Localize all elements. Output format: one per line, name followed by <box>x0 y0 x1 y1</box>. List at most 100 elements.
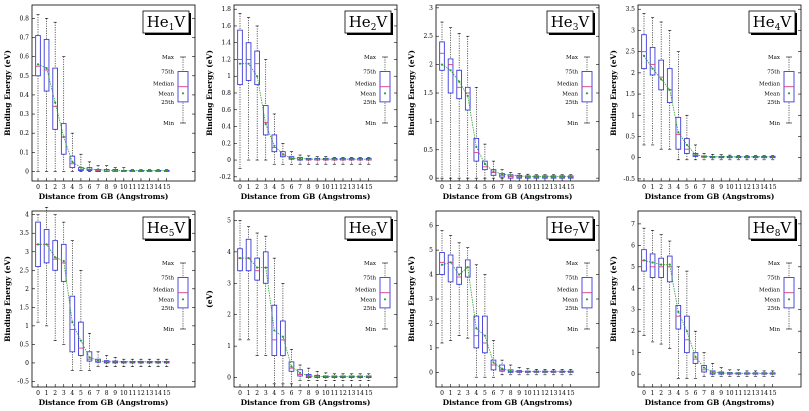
x-tick-label: 4 <box>676 184 680 191</box>
y-tick-label: 2 <box>631 70 635 77</box>
x-tick-label: 7 <box>96 390 100 397</box>
box-iqr <box>237 29 243 86</box>
mean-point <box>737 372 740 375</box>
y-tick-label: 0.7 <box>19 35 29 42</box>
box-iqr <box>666 68 673 103</box>
box-iqr <box>692 152 699 157</box>
x-tick-label: 12 <box>339 390 347 397</box>
legend-label-p75: 75th <box>161 276 174 282</box>
y-tick-label: 1.4 <box>221 40 231 47</box>
box-iqr <box>649 46 656 76</box>
legend-label-p75: 75th <box>565 70 578 76</box>
mean-point <box>341 158 345 161</box>
legend-label-p25: 25th <box>161 306 174 312</box>
x-tick-label: 15 <box>163 390 171 397</box>
legend-label-mean: Mean <box>158 91 174 97</box>
x-tick-label: 1 <box>651 390 655 397</box>
box-iqr <box>456 69 462 100</box>
chart-title: He4V <box>753 13 793 33</box>
title-box <box>546 10 594 34</box>
title-main: He <box>551 13 573 31</box>
mean-point <box>316 158 319 161</box>
mean-point <box>359 375 362 378</box>
mean-point <box>660 78 663 81</box>
y-tick-label: 0.5 <box>19 73 29 80</box>
mean-line <box>643 260 773 374</box>
x-tick-label: 14 <box>356 390 364 397</box>
legend-mean-point <box>787 298 791 301</box>
y-tick-label: 3 <box>631 307 635 314</box>
box-iqr <box>499 364 505 372</box>
x-tick-label: 3 <box>264 184 268 191</box>
mean-point <box>359 158 362 161</box>
y-tick-label: 0.5 <box>625 133 635 140</box>
x-tick-label: 6 <box>694 184 698 191</box>
mean-point <box>96 168 100 171</box>
y-tick-label: 0.6 <box>221 107 231 114</box>
y-tick-label: 2 <box>631 328 635 335</box>
legend-mean-point <box>383 92 387 95</box>
mean-point <box>157 169 160 172</box>
mean-point <box>702 155 706 158</box>
axes-frame <box>637 210 802 388</box>
mean-point <box>660 263 663 266</box>
y-tick-label: 0.1 <box>19 149 29 156</box>
x-tick-label: 7 <box>702 184 706 191</box>
x-tick-label: 10 <box>524 390 532 397</box>
mean-point <box>36 63 40 66</box>
x-tick-label: 13 <box>550 390 558 397</box>
x-tick-label: 11 <box>533 184 541 191</box>
mean-point <box>316 375 319 378</box>
legend-label-median: Median <box>355 81 376 87</box>
y-axis-label: Binding Energy (eV) <box>407 256 416 342</box>
mean-point <box>307 374 310 378</box>
y-tick-label: 1.5 <box>423 90 433 97</box>
mean-point <box>88 168 91 171</box>
x-tick-label: 5 <box>79 390 83 397</box>
mean-point <box>114 360 117 363</box>
x-tick-label: 9 <box>315 390 319 397</box>
y-axis-label: Binding Energy (eV) <box>3 50 12 136</box>
x-tick-label: 4 <box>272 390 276 397</box>
legend-label-mean: Mean <box>360 91 376 97</box>
x-tick-label: 0 <box>642 184 646 191</box>
mean-point <box>333 375 336 378</box>
y-tick-label: 6 <box>631 242 635 249</box>
x-tick-label: 3 <box>668 184 672 191</box>
y-tick-label: 0 <box>429 175 433 182</box>
y-tick-label: -0.5 <box>17 378 29 385</box>
title-tail: V <box>779 13 792 31</box>
x-tick-label: 2 <box>457 184 461 191</box>
mean-point <box>685 330 689 333</box>
mean-point <box>62 259 65 263</box>
legend-label-min: Min <box>365 121 376 127</box>
x-tick-label: 15 <box>567 184 575 191</box>
box-iqr <box>52 240 58 271</box>
x-tick-label: 0 <box>238 390 242 397</box>
chart-panel-3: 00.511.522.530 1 2 3 4 5 6 7 8 9 10 11 12 13 14 15Dista… <box>407 4 600 201</box>
x-tick-label: 10 <box>524 184 532 191</box>
mean-point <box>350 158 353 161</box>
x-tick-label: 4 <box>474 390 478 397</box>
mean-point <box>771 155 774 158</box>
mean-point <box>54 256 57 259</box>
mean-point <box>458 273 461 276</box>
x-axis-label: Distance from GB (Angstroms) <box>39 192 169 201</box>
y-tick-label: 0 <box>227 157 231 164</box>
x-axis-label: Distance from GB (Angstroms) <box>645 398 775 407</box>
x-tick-label: 8 <box>105 184 109 191</box>
x-tick-label: 5 <box>79 184 83 191</box>
chart-title: He2V <box>349 13 389 33</box>
box-iqr <box>237 248 243 272</box>
box-iqr <box>43 38 50 92</box>
title-tail: V <box>173 13 186 31</box>
chart-title: He6V <box>349 219 389 239</box>
y-axis-label: (eV) <box>205 290 214 308</box>
box-iqr <box>473 315 480 349</box>
y-tick-label: 0 <box>631 155 635 162</box>
title-main: He <box>147 13 169 31</box>
chart-panel-2: -0.200.20.40.60.811.21.41.61.80 1 2 3 4 5 6 7 8 9… <box>205 4 398 201</box>
box-iqr <box>658 257 664 278</box>
x-tick-label: 1 <box>651 184 655 191</box>
